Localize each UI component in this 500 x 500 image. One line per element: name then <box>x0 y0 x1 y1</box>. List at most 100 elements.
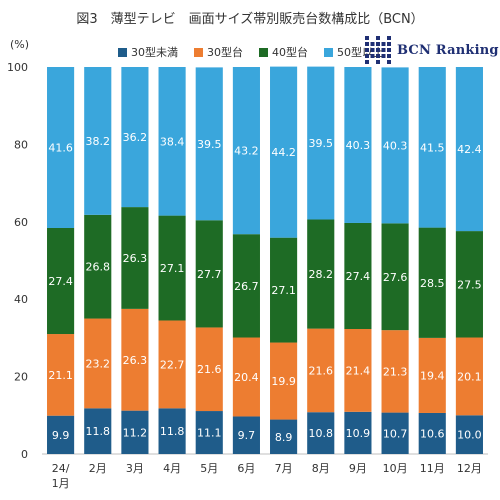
bar-segment <box>307 412 335 454</box>
logo-text: BCN Ranking <box>397 42 499 58</box>
x-tick-label: 10月 <box>383 462 408 475</box>
bar-segment <box>232 416 260 454</box>
data-label: 28.5 <box>420 277 445 290</box>
bar-segment <box>344 411 372 454</box>
data-label: 21.1 <box>48 369 73 382</box>
data-label: 27.4 <box>346 270 371 283</box>
data-label: 10.0 <box>457 429 482 442</box>
legend-swatch <box>259 47 268 57</box>
bcn-ranking-logo: BCN Ranking <box>365 36 499 64</box>
x-tick-label: 3月 <box>126 462 144 475</box>
bar-segment <box>307 66 335 220</box>
data-label: 11.1 <box>197 427 222 440</box>
bar-segment <box>418 337 446 413</box>
bar-segment <box>455 231 483 338</box>
legend-label: 30型未満 <box>131 46 178 59</box>
legend-item: 30型未満 <box>118 44 178 60</box>
bar-segment <box>121 308 149 411</box>
bar-segment <box>418 67 446 228</box>
bar-segment <box>455 337 483 416</box>
data-label: 26.3 <box>123 354 148 367</box>
bar-segment <box>121 207 149 309</box>
bar-segment <box>195 327 223 412</box>
data-label: 26.7 <box>234 280 259 293</box>
data-label: 38.2 <box>86 135 111 148</box>
data-label: 21.6 <box>309 364 334 377</box>
chart-title: 図3 薄型テレビ 画面サイズ帯別販売台数構成比（BCN） <box>76 12 424 27</box>
data-label: 42.4 <box>457 143 482 156</box>
data-label: 27.7 <box>197 268 222 281</box>
bar-segment <box>84 214 112 319</box>
data-label: 27.5 <box>457 278 482 291</box>
bar-segment <box>232 337 260 417</box>
x-tick-label: 2月 <box>89 462 107 475</box>
data-label: 10.6 <box>420 427 445 440</box>
data-label: 10.7 <box>383 427 408 440</box>
legend-swatch <box>118 47 127 57</box>
bar-segment <box>270 342 298 420</box>
data-label: 11.8 <box>160 425 185 438</box>
data-label: 43.2 <box>234 145 259 158</box>
data-label: 21.4 <box>346 364 371 377</box>
bar-segment <box>158 408 186 454</box>
data-label: 23.2 <box>86 357 111 370</box>
data-label: 27.1 <box>160 262 185 275</box>
data-label: 28.2 <box>309 268 334 281</box>
data-label: 41.5 <box>420 141 445 154</box>
y-tick-label: 20 <box>14 371 28 384</box>
legend-label: 40型台 <box>272 46 308 59</box>
bar-segment <box>47 67 75 228</box>
legend-swatch <box>194 47 203 57</box>
bar-segment <box>455 67 483 232</box>
bar-segment <box>47 227 75 335</box>
legend-item: 30型台 <box>194 44 243 60</box>
x-tick-label: 11月 <box>420 462 445 475</box>
y-tick-label: 100 <box>7 61 28 74</box>
data-label: 39.5 <box>197 138 222 151</box>
data-label: 9.9 <box>52 429 70 442</box>
bar-segment <box>270 66 298 238</box>
data-label: 20.1 <box>457 370 482 383</box>
data-label: 36.2 <box>123 131 148 144</box>
data-label: 8.9 <box>275 431 293 444</box>
x-tick-label: 12月 <box>457 462 482 475</box>
legend-label: 30型台 <box>207 46 243 59</box>
bar-segment <box>270 419 298 454</box>
data-label: 11.2 <box>123 426 148 439</box>
bcn-grid-icon <box>365 36 391 64</box>
bar-segment <box>270 237 298 343</box>
bar-segment <box>84 67 112 215</box>
x-tick-label: 4月 <box>163 462 181 475</box>
bar-segment <box>344 67 372 223</box>
bar-segment <box>381 67 409 224</box>
bar-segment <box>158 215 186 321</box>
y-tick-label: 60 <box>14 216 28 229</box>
data-label: 20.4 <box>234 371 259 384</box>
bar-segment <box>121 67 149 208</box>
bar-segment <box>121 410 149 454</box>
x-tick-label: 7月 <box>275 462 293 475</box>
data-label: 38.4 <box>160 135 185 148</box>
bar-segment <box>47 334 75 416</box>
data-label: 10.9 <box>346 427 371 440</box>
data-label: 39.5 <box>309 137 334 150</box>
y-tick-label: 40 <box>14 293 28 306</box>
bar-segment <box>418 412 446 454</box>
bar-segment <box>381 223 409 331</box>
legend-item: 40型台 <box>259 44 308 60</box>
bar-segment <box>344 222 372 329</box>
bar-segment <box>158 320 186 409</box>
bar-segment <box>232 67 260 235</box>
data-label: 19.4 <box>420 369 445 382</box>
y-tick-label: 0 <box>21 448 28 461</box>
data-label: 11.8 <box>86 425 111 438</box>
data-label: 40.3 <box>346 139 371 152</box>
x-tick-label: 6月 <box>237 462 255 475</box>
data-label: 22.7 <box>160 358 185 371</box>
data-label: 44.2 <box>271 146 296 159</box>
x-tick-label: 9月 <box>349 462 367 475</box>
bar-segment <box>455 415 483 454</box>
bar-segment <box>195 220 223 328</box>
bar-segment <box>418 227 446 338</box>
